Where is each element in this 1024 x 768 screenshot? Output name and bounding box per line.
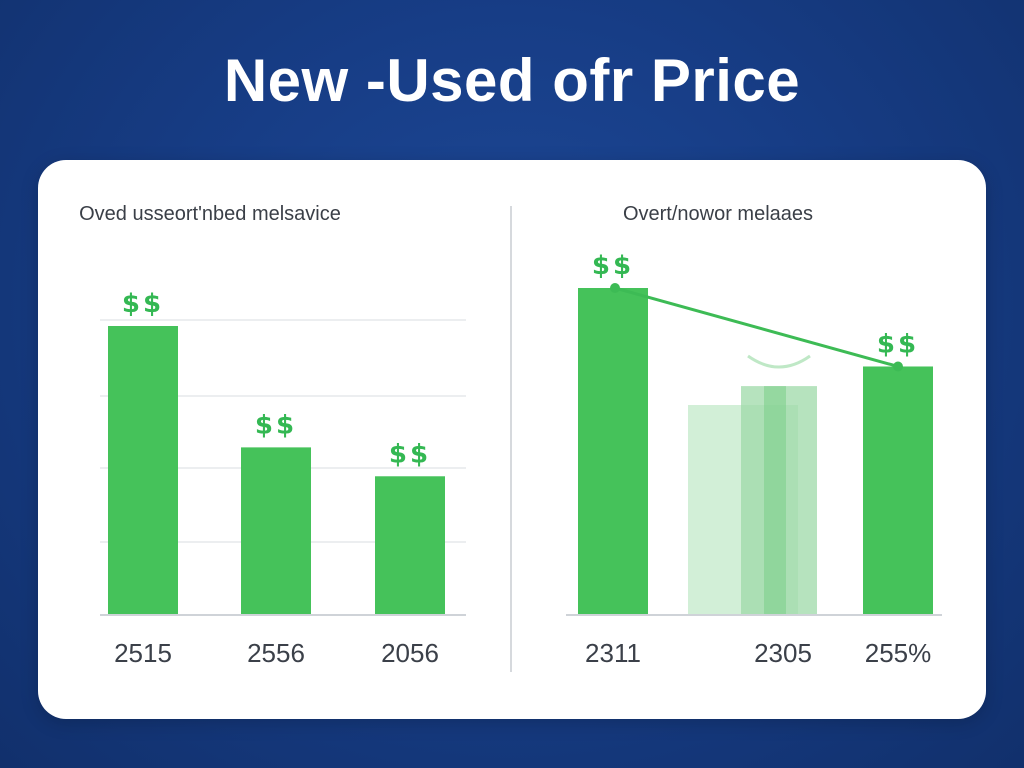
- chart-2-decorative-arc: [747, 354, 811, 369]
- charts-canvas: Oved usseort'nbed melsavice $$ $$ $$ 2515 255…: [79, 203, 942, 668]
- chart-2-category-label-1: 2311: [585, 638, 641, 668]
- chart-2-faded-bar-core: [764, 386, 786, 615]
- chart-2-bar-1: [578, 288, 648, 615]
- chart-2-category-label-3: 255%: [865, 638, 932, 668]
- chart-1-bar-1: [108, 326, 178, 615]
- chart-1-data-label-1: $$: [122, 289, 164, 319]
- chart-2-trend-point-1: [610, 283, 620, 293]
- chart-2-bar-3: [863, 366, 933, 615]
- chart-1-title: Oved usseort'nbed melsavice: [79, 203, 341, 225]
- chart-1-category-label-2: 2556: [247, 638, 305, 668]
- chart-1-category-label-3: 2056: [381, 638, 439, 668]
- chart-card: Oved usseort'nbed melsavice $$ $$ $$ 2515 255…: [38, 160, 986, 719]
- chart-1-bar-2: [241, 447, 311, 615]
- chart-1-bar-3: [375, 476, 445, 615]
- chart-divider: [510, 206, 512, 672]
- chart-2-category-label-2: 2305: [754, 638, 812, 668]
- chart-2-title: Overt/nowor melaaes: [623, 203, 813, 225]
- chart-1-data-label-3: $$: [389, 439, 431, 469]
- chart-2-trend-line: [614, 286, 899, 368]
- chart-2-trend-point-2: [893, 361, 903, 372]
- chart-2-data-label-3: $$: [877, 329, 919, 359]
- chart-2-data-label-1: $$: [592, 251, 634, 281]
- chart-1-data-label-2: $$: [255, 410, 297, 440]
- page-title: New -Used ofr Price: [223, 47, 801, 114]
- chart-1-category-label-1: 2515: [114, 638, 172, 668]
